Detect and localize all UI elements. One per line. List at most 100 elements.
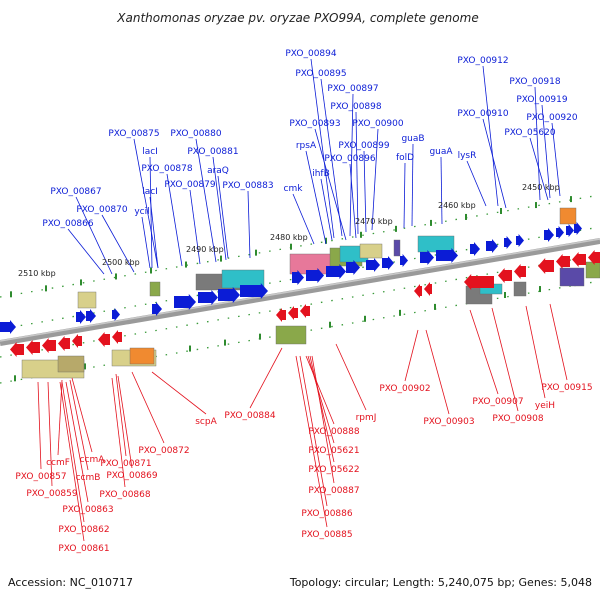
forward-gene-arrow <box>566 224 574 237</box>
tick-mark <box>115 273 117 280</box>
reverse-gene-label: PXO_00888 <box>308 427 360 437</box>
forward-gene-arrow <box>240 283 268 299</box>
feature-block <box>77 291 97 309</box>
tick-mark <box>220 255 222 262</box>
reverse-gene-arrow <box>288 306 298 320</box>
backbone-highlight <box>0 238 600 342</box>
forward-gene-label: rpsA <box>296 141 317 151</box>
reverse-label-leader <box>151 371 207 415</box>
reverse-label-leader <box>115 373 127 457</box>
reverse-gene-label: PXO_00903 <box>423 417 474 427</box>
forward-gene-label: PXO_00895 <box>295 69 346 79</box>
forward-gene-arrow <box>516 234 524 247</box>
reverse-gene-label: PXO_05621 <box>308 446 359 456</box>
reverse-gene-arrow <box>300 304 310 318</box>
feature-block <box>417 235 455 253</box>
forward-gene-label: PXO_00912 <box>457 56 508 66</box>
forward-gene-label: PXO_00920 <box>526 113 578 123</box>
forward-gene-arrow <box>292 270 304 285</box>
forward-gene-label: PXO_00897 <box>327 84 378 94</box>
forward-gene-arrow <box>0 320 16 334</box>
tick-mark <box>150 267 152 274</box>
forward-label-leader <box>541 104 551 199</box>
forward-gene-label: ycil <box>134 207 149 217</box>
reverse-gene-label: ccmB <box>76 473 101 483</box>
reverse-gene-label: PXO_00868 <box>99 490 151 500</box>
forward-label-leader <box>355 111 359 235</box>
feature-block <box>149 281 161 297</box>
reverse-gene-label: PXO_00871 <box>100 459 151 469</box>
tick-mark <box>185 261 187 268</box>
forward-gene-arrow <box>346 260 360 275</box>
forward-gene-arrow <box>326 264 346 279</box>
forward-gene-label: ihfB <box>312 169 330 179</box>
forward-gene-label: PXO_00870 <box>76 205 128 215</box>
kbp-label: 2460 kbp <box>438 201 476 210</box>
reverse-label-leader <box>307 355 335 444</box>
tick-mark <box>395 225 397 232</box>
forward-gene-arrow <box>382 256 394 270</box>
gene-labels: PXO_00894 PXO_00895 PXO_00897 PXO_00898 PXO_… <box>15 49 592 554</box>
reverse-gene-label: PXO_00887 <box>308 486 359 496</box>
forward-label-leader <box>247 190 251 259</box>
kbp-label: 2470 kbp <box>355 217 393 226</box>
reverse-label-leader <box>295 355 328 528</box>
forward-gene-arrow <box>76 310 86 324</box>
reverse-gene-arrow <box>10 342 24 357</box>
forward-gene-label: PXO_00919 <box>516 95 568 105</box>
tick-mark <box>434 303 436 310</box>
reverse-label-leader <box>549 303 568 381</box>
forward-gene-arrow <box>400 254 408 267</box>
reverse-label-leader <box>404 329 419 382</box>
forward-label-leader <box>551 122 561 197</box>
tick-mark <box>14 375 16 382</box>
reverse-label-leader <box>299 355 328 507</box>
feature-block <box>393 239 401 257</box>
reverse-gene-label: PXO_00872 <box>138 446 189 456</box>
reverse-gene-arrow <box>72 334 82 348</box>
forward-gene-label: PXO_00881 <box>187 147 238 157</box>
reverse-gene-label: PXO_00908 <box>492 414 544 424</box>
forward-gene-label: folD <box>396 153 414 163</box>
tick-mark <box>535 202 537 209</box>
reverse-gene-arrow <box>276 308 286 322</box>
reverse-gene-label: rpmJ <box>356 413 377 423</box>
forward-label-leader <box>529 137 549 201</box>
reverse-gene-label: PXO_00915 <box>541 383 592 393</box>
kbp-label: 2500 kbp <box>102 258 140 267</box>
reverse-gene-label: PXO_00885 <box>301 530 352 540</box>
reverse-label-leader <box>65 381 89 503</box>
reverse-gene-label: yeiH <box>535 401 555 411</box>
reverse-label-leader <box>469 309 499 395</box>
reverse-label-leader <box>47 381 53 487</box>
forward-gene-label: PXO_00896 <box>324 154 376 164</box>
reverse-gene-arrow <box>26 340 40 355</box>
forward-gene-label: PXO_00878 <box>141 164 193 174</box>
forward-label-leader <box>466 160 487 207</box>
accession-label: Accession: NC_010717 <box>8 576 133 589</box>
reverse-label-leader <box>335 343 367 411</box>
forward-gene-label: PXO_00900 <box>352 119 404 129</box>
feature-block <box>513 281 527 297</box>
tick-mark <box>290 243 292 250</box>
reverse-gene-label: PXO_00884 <box>224 411 276 421</box>
kbp-label: 2510 kbp <box>18 269 56 278</box>
genome-backbone <box>0 238 600 346</box>
reverse-gene-label: ccmA <box>80 455 106 465</box>
forward-label-leader <box>101 214 135 273</box>
tick-mark <box>224 339 226 346</box>
reverse-label-leader <box>309 355 335 463</box>
reverse-label-leader <box>525 305 546 399</box>
tick-mark <box>360 231 362 238</box>
tick-mark <box>10 291 12 298</box>
reverse-gene-label: scpA <box>195 417 217 427</box>
forward-label-leader <box>217 175 229 259</box>
forward-label-leader <box>133 138 159 269</box>
tick-mark <box>364 315 366 322</box>
forward-gene-arrow <box>152 302 162 316</box>
reverse-label-leader <box>311 355 335 484</box>
reverse-gene-label: PXO_00902 <box>379 384 430 394</box>
forward-gene-label: guaA <box>429 147 453 157</box>
tick-mark <box>255 249 257 256</box>
reverse-gene-arrow <box>98 332 110 347</box>
